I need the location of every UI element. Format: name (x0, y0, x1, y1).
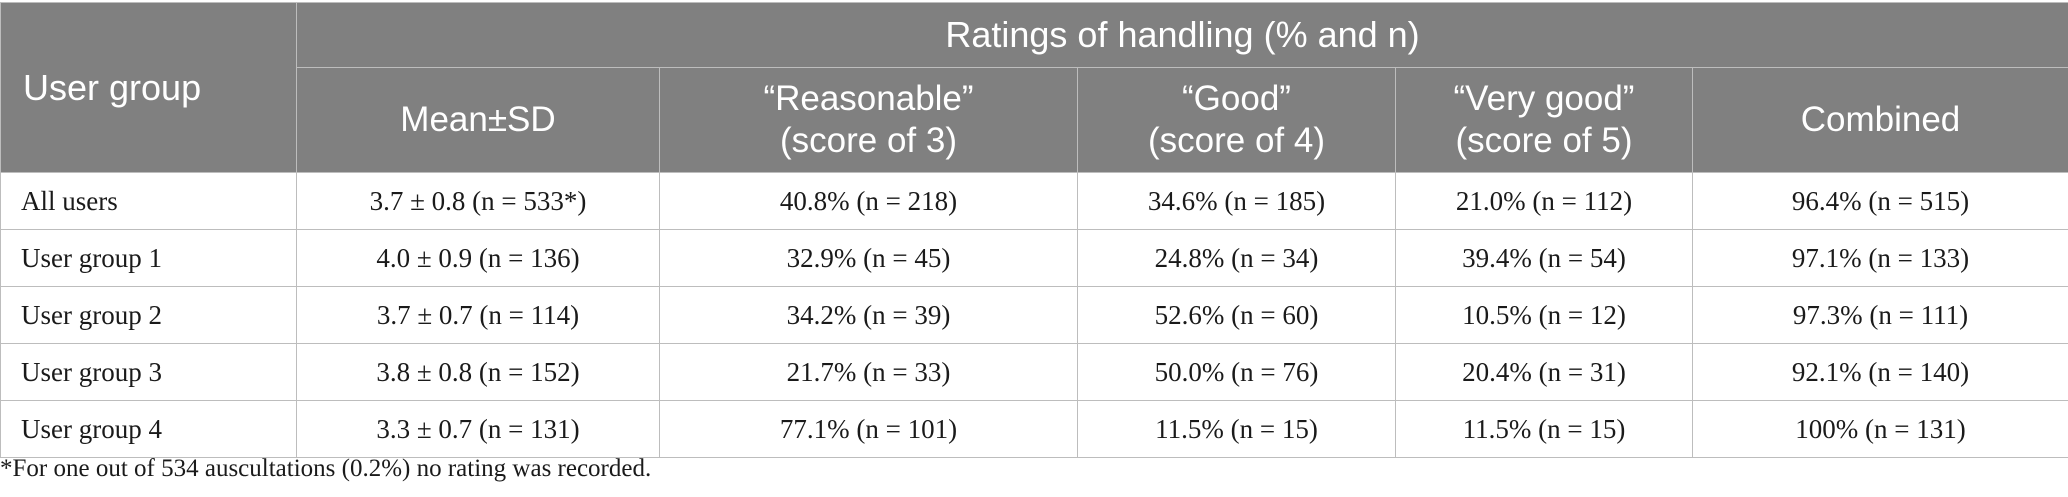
cell-good: 11.5% (n = 15) (1077, 400, 1396, 458)
cell-combined: 100% (n = 131) (1691, 400, 2068, 458)
cell-mean-sd: 3.8 ± 0.8 (n = 152) (296, 343, 660, 401)
column-header-good: “Good” (score of 4) (1077, 67, 1396, 173)
cell-reasonable: 77.1% (n = 101) (659, 400, 1078, 458)
row-label: User group 3 (0, 343, 297, 401)
row-label: All users (0, 172, 297, 230)
header-row-columns: Mean±SD “Reasonable” (score of 3) “Good”(… (1, 67, 2068, 173)
cell-very-good: 39.4% (n = 54) (1395, 229, 1693, 287)
table-footnote: *For one out of 534 auscultations (0.2%)… (0, 455, 652, 482)
cell-good: 34.6% (n = 185) (1077, 172, 1396, 230)
cell-reasonable: 34.2% (n = 39) (659, 286, 1078, 344)
cell-mean-sd: 4.0 ± 0.9 (n = 136) (296, 229, 660, 287)
cell-good: 52.6% (n = 60) (1077, 286, 1396, 344)
column-header-reasonable: “Reasonable” (score of 3) (659, 67, 1078, 173)
table-row: User group 1 4.0 ± 0.9 (n = 136) 32.9% (… (0, 229, 2068, 287)
cell-very-good: 20.4% (n = 31) (1395, 343, 1693, 401)
cell-good: 50.0% (n = 76) (1077, 343, 1396, 401)
cell-combined: 96.4% (n = 515) (1691, 172, 2068, 230)
cell-combined: 97.3% (n = 111) (1691, 286, 2068, 344)
group-header-ratings: Ratings of handling (% and n) (295, 2, 2068, 68)
cell-mean-sd: 3.3 ± 0.7 (n = 131) (296, 400, 660, 458)
cell-reasonable: 32.9% (n = 45) (659, 229, 1078, 287)
cell-reasonable: 40.8% (n = 218) (659, 172, 1078, 230)
table-row: User group 4 3.3 ± 0.7 (n = 131) 77.1% (… (0, 400, 2068, 458)
cell-very-good: 10.5% (n = 12) (1395, 286, 1693, 344)
cell-very-good: 21.0% (n = 112) (1395, 172, 1693, 230)
row-label: User group 1 (0, 229, 297, 287)
cell-reasonable: 21.7% (n = 33) (659, 343, 1078, 401)
cell-mean-sd: 3.7 ± 0.8 (n = 533*) (296, 172, 660, 230)
column-header-mean-sd: Mean±SD (296, 67, 660, 173)
cell-combined: 97.1% (n = 133) (1691, 229, 2068, 287)
ratings-table: User group Ratings of handling (% and n)… (0, 2, 2068, 458)
cell-combined: 92.1% (n = 140) (1691, 343, 2068, 401)
cell-mean-sd: 3.7 ± 0.7 (n = 114) (296, 286, 660, 344)
row-label: User group 4 (0, 400, 297, 458)
table-row: User group 2 3.7 ± 0.7 (n = 114) 34.2% (… (0, 286, 2068, 344)
column-header-very-good: “Very good” (score of 5) (1395, 67, 1693, 173)
cell-very-good: 11.5% (n = 15) (1395, 400, 1693, 458)
column-header-combined: Combined (1691, 67, 2068, 173)
header-row-top: User group Ratings of handling (% and n) (0, 2, 2068, 173)
table-row: All users 3.7 ± 0.8 (n = 533*) 40.8% (n … (0, 172, 2068, 230)
row-header-user-group: User group (0, 2, 297, 173)
table-row: User group 3 3.8 ± 0.8 (n = 152) 21.7% (… (0, 343, 2068, 401)
cell-good: 24.8% (n = 34) (1077, 229, 1396, 287)
row-label: User group 2 (0, 286, 297, 344)
